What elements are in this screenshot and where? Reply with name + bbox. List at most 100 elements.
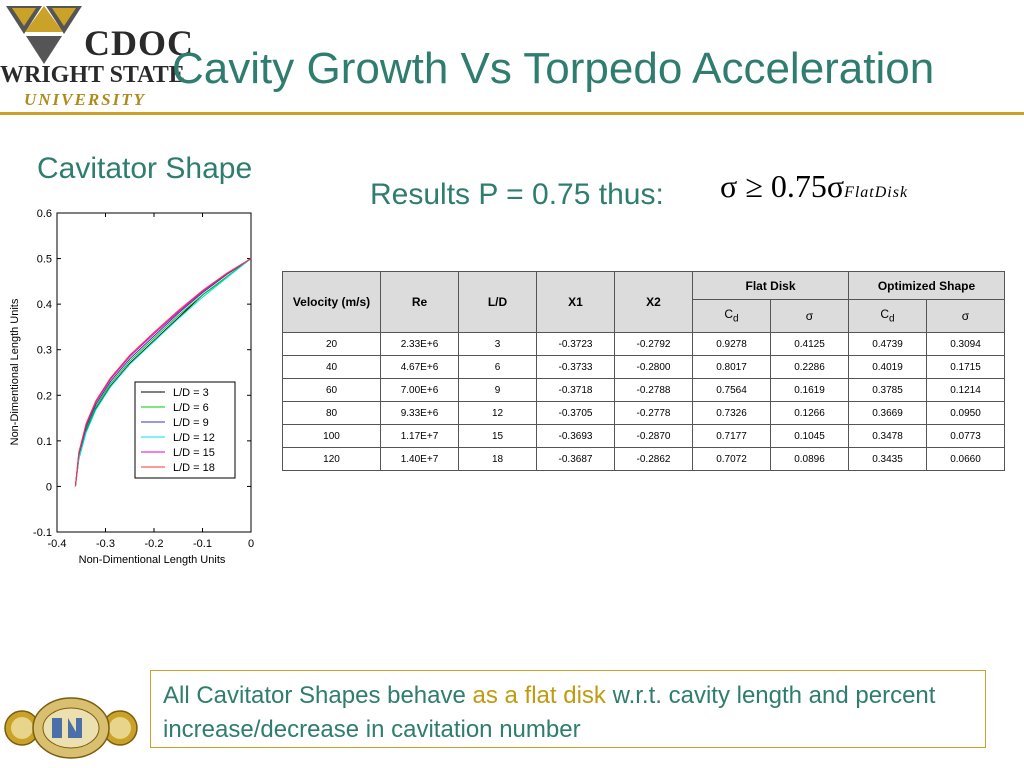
y-tick-label: 0.3: [37, 345, 52, 357]
table-cell: 0.4739: [848, 332, 927, 356]
table-cell: 1.17E+7: [380, 424, 459, 448]
table-cell: -0.3705: [536, 401, 615, 425]
table-cell: 3: [458, 332, 537, 356]
table-cell: -0.3687: [536, 447, 615, 471]
triangle-logo-icon: [6, 6, 82, 64]
table-cell: 0.7177: [692, 424, 771, 448]
table-cell: 0.0896: [770, 447, 849, 471]
x-axis-label: Non-Dimentional Length Units: [79, 554, 226, 566]
table-cell: 0.0773: [926, 424, 1005, 448]
table-cell: 0.1619: [770, 378, 849, 402]
table-cell: 6: [458, 355, 537, 379]
table-cell: 0.1266: [770, 401, 849, 425]
callout-text-1: All Cavitator Shapes behave: [163, 682, 473, 709]
y-tick-label: 0.2: [37, 390, 52, 402]
table-body: 20 2.33E+6 3 -0.3723 -0.2792 0.9278 0.4125 0.47…: [282, 332, 1005, 471]
table-cell: 80: [282, 401, 381, 425]
legend-box: [134, 381, 236, 479]
table-row: 60 7.00E+6 9 -0.3718 -0.2788 0.7564 0.1619 0.37…: [282, 378, 1005, 402]
table-cell: 0.3785: [848, 378, 927, 402]
x-tick-label: -0.3: [96, 538, 115, 550]
legend-label: L/D = 6: [173, 402, 209, 414]
title-divider: [0, 112, 1024, 115]
table-cell: 0.2286: [770, 355, 849, 379]
table-cell: 40: [282, 355, 381, 379]
table-cell: 0.3669: [848, 401, 927, 425]
plot-area: [56, 212, 252, 533]
table-cell: 9.33E+6: [380, 401, 459, 425]
table-cell: 120: [282, 447, 381, 471]
table-cell: 1.40E+7: [380, 447, 459, 471]
table-cell: -0.2778: [614, 401, 693, 425]
table-cell: 20: [282, 332, 381, 356]
header-flat-cd: Cd: [692, 299, 771, 333]
table-cell: 0.8017: [692, 355, 771, 379]
table-cell: -0.2800: [614, 355, 693, 379]
table-cell: -0.3693: [536, 424, 615, 448]
table-cell: 0.9278: [692, 332, 771, 356]
header-flat-sigma: σ: [770, 299, 849, 333]
y-axis-label: Non-Dimentional Length Units: [9, 298, 21, 445]
header-opt-sigma: σ: [926, 299, 1005, 333]
table-cell: 0.4125: [770, 332, 849, 356]
chart-legend: L/D = 3 L/D = 6 L/D = 9 L/D = 12 L/D = 15 L/D…: [134, 381, 236, 479]
table-cell: 4.67E+6: [380, 355, 459, 379]
table-cell: 100: [282, 424, 381, 448]
legend-label: L/D = 3: [173, 387, 209, 399]
header-optimized-shape: Optimized Shape: [848, 271, 1005, 300]
y-tick-label: 0: [46, 481, 52, 493]
slide-title: Cavity Growth Vs Torpedo Acceleration: [172, 44, 935, 93]
y-tick-label: 0.5: [37, 254, 52, 266]
table-cell: 15: [458, 424, 537, 448]
table-cell: -0.3733: [536, 355, 615, 379]
onr-logo-icon: [4, 697, 138, 759]
legend-label: L/D = 15: [173, 447, 215, 459]
series-line-2: [74, 258, 252, 487]
table-cell: 60: [282, 378, 381, 402]
series-line-6: [74, 258, 252, 487]
table-cell: 0.0660: [926, 447, 1005, 471]
y-tick-label: -0.1: [33, 527, 52, 539]
table-cell: -0.2862: [614, 447, 693, 471]
x-tick-label: -0.4: [48, 538, 67, 550]
table-cell: -0.2870: [614, 424, 693, 448]
callout-text-2: w.r.t. cavity length and percent increas…: [163, 682, 936, 743]
logo-cdoc-text: CDOC: [84, 23, 194, 63]
header-opt-cd: Cd: [848, 299, 927, 333]
callout-highlight: as a flat disk: [472, 682, 606, 709]
legend-label: L/D = 12: [173, 432, 215, 444]
table-cell: 0.1214: [926, 378, 1005, 402]
y-tick-label: 0.1: [37, 436, 52, 448]
series-lines: [74, 258, 252, 487]
x-tick-label: 0: [248, 538, 254, 550]
results-table: Velocity (m/s) Re L/D X1 X2 Flat Disk Op…: [282, 271, 1005, 471]
table-cell: 0.7326: [692, 401, 771, 425]
sigma-formula: σ ≥ 0.75σFlatDisk: [720, 168, 908, 205]
table-cell: 9: [458, 378, 537, 402]
header-x1: X1: [536, 271, 615, 333]
legend-label: L/D = 18: [173, 462, 215, 474]
table-cell: -0.2788: [614, 378, 693, 402]
table-cell: 0.3094: [926, 332, 1005, 356]
summary-callout: All Cavitator Shapes behave as a flat di…: [150, 670, 986, 748]
header-x2: X2: [614, 271, 693, 333]
header-re: Re: [380, 271, 459, 333]
table-cell: 0.1715: [926, 355, 1005, 379]
header-velocity: Velocity (m/s): [282, 271, 381, 333]
table-row: 120 1.40E+7 18 -0.3687 -0.2862 0.7072 0.0896 0.…: [282, 447, 1005, 471]
table-cell: -0.3723: [536, 332, 615, 356]
table-row: 80 9.33E+6 12 -0.3705 -0.2778 0.7326 0.1266 0.3…: [282, 401, 1005, 425]
table-cell: 0.3478: [848, 424, 927, 448]
table-cell: -0.2792: [614, 332, 693, 356]
wright-state-logo: CDOC WRIGHT STATE UNIVERSITY: [0, 4, 193, 109]
table-cell: 0.0950: [926, 401, 1005, 425]
table-cell: 0.4019: [848, 355, 927, 379]
x-tick-label: -0.2: [145, 538, 164, 550]
cavitator-shape-heading: Cavitator Shape: [37, 152, 253, 185]
header-ld: L/D: [458, 271, 537, 333]
series-line-4: [74, 258, 252, 487]
axis-ticks: -0.4 -0.3 -0.2 -0.1 0 -0.1 0 0.1 0.2 0.3 0.4 0.5 0.6: [33, 208, 254, 550]
y-tick-label: 0.6: [37, 208, 52, 220]
formula-subscript: FlatDisk: [844, 184, 909, 201]
table-cell: 7.00E+6: [380, 378, 459, 402]
